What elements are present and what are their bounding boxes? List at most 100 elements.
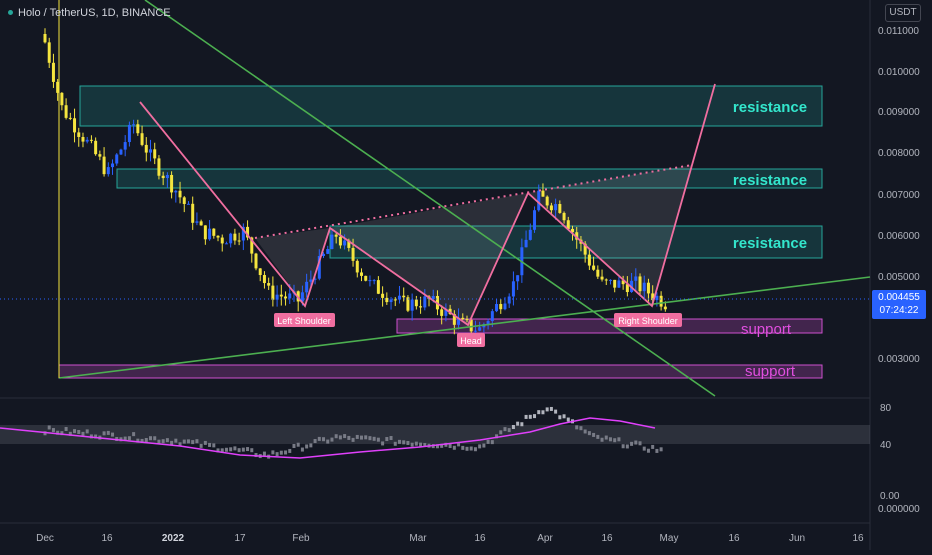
oscillator-bar <box>642 446 646 451</box>
oscillator-bar <box>296 442 300 447</box>
candle-body <box>528 229 532 240</box>
oscillator-bar <box>465 446 469 451</box>
ascending-trendline[interactable] <box>58 276 871 379</box>
time-tick: 16 <box>852 533 864 544</box>
oscillator-bar <box>224 447 228 452</box>
resistance-label-1: resistance <box>733 99 807 116</box>
right-shoulder-tag <box>614 313 682 327</box>
oscillator-bar <box>461 445 465 450</box>
neckline-dotted[interactable] <box>254 164 693 239</box>
oscillator-bar <box>444 442 448 447</box>
candle-body <box>127 124 131 143</box>
candle-body <box>524 239 528 248</box>
candle-body <box>132 124 136 126</box>
candle-body <box>94 140 98 155</box>
price-axis[interactable]: 0.011000 0.010000 0.009000 0.008000 0.00… <box>878 26 920 365</box>
oscillator-bar <box>511 424 515 429</box>
oscillator-bar <box>376 437 380 442</box>
resistance-label-2: resistance <box>733 172 807 189</box>
candle-body <box>638 276 642 292</box>
candle-body <box>351 247 355 261</box>
candle-body <box>621 280 625 285</box>
candle-body <box>279 294 283 297</box>
candle-body <box>250 237 254 254</box>
oscillator-bar <box>153 436 157 441</box>
oscillator-bar <box>592 432 596 437</box>
candle-body <box>347 240 351 248</box>
candle-body <box>144 144 148 153</box>
resistance-zone-2[interactable] <box>116 168 823 189</box>
oscillator-bar <box>659 447 663 452</box>
oscillator-bar <box>440 443 444 448</box>
oscillator-bar <box>617 437 621 442</box>
candle-body <box>406 297 410 311</box>
oscillator-bar <box>537 410 541 415</box>
resistance-zone-3[interactable] <box>329 225 823 259</box>
price-tick: 0.010000 <box>878 67 920 78</box>
candle-body <box>199 221 203 226</box>
oscillator-bar <box>355 434 359 439</box>
oscillator-bar <box>393 441 397 446</box>
candle-body <box>111 163 115 168</box>
candle-body <box>419 306 423 308</box>
pattern-line[interactable] <box>139 83 716 327</box>
candle-body <box>89 139 93 141</box>
symbol-header[interactable]: Holo / TetherUS, 1D, BINANCE <box>8 7 171 19</box>
oscillator-bar <box>372 436 376 441</box>
candle-body <box>389 299 393 303</box>
oscillator-bar <box>313 439 317 444</box>
oscillator-bar <box>305 444 309 449</box>
support-zone-2[interactable] <box>58 364 823 379</box>
time-axis[interactable]: Dec 16 2022 17 Feb Mar 16 Apr 16 May 16 … <box>36 533 864 544</box>
oscillator-bar <box>558 415 562 420</box>
oscillator-bar <box>473 447 477 452</box>
time-tick: Jun <box>789 533 805 544</box>
indicator-band <box>0 425 870 444</box>
oscillator-bar <box>271 450 275 455</box>
oscillator-bar <box>165 438 169 443</box>
oscillator-bar <box>144 438 148 443</box>
candle-body <box>423 296 427 308</box>
time-tick: 16 <box>101 533 113 544</box>
candle-body <box>414 299 418 307</box>
oscillator-bar <box>161 439 165 444</box>
candle-body <box>203 225 207 240</box>
oscillator-bar <box>655 448 659 453</box>
oscillator-bar <box>503 427 507 432</box>
oscillator-bar <box>351 437 355 442</box>
oscillator-bar <box>549 406 553 411</box>
oscillator-bar <box>81 431 85 436</box>
currency-button[interactable]: USDT <box>885 4 921 22</box>
indicator-zero: 0.000000 <box>878 504 920 515</box>
indicator-tick: 40 <box>880 440 892 451</box>
oscillator-bar <box>423 442 427 447</box>
candle-body <box>397 295 401 300</box>
candle-body <box>646 282 650 294</box>
candle-body <box>545 196 549 206</box>
oscillator-bar <box>583 429 587 434</box>
resistance-zone-1[interactable] <box>79 85 823 127</box>
candle-body <box>258 268 262 276</box>
candle-body <box>275 294 279 300</box>
candle-body <box>334 234 338 237</box>
candle-body <box>634 276 638 281</box>
candle-body <box>465 319 469 321</box>
candle-body <box>587 254 591 266</box>
candle-body <box>368 280 372 282</box>
oscillator-bar <box>237 448 241 453</box>
oscillator-bar <box>334 434 338 439</box>
oscillator-bar <box>604 435 608 440</box>
descending-trendline[interactable] <box>144 0 716 397</box>
oscillator-bar <box>330 437 334 442</box>
oscillator-bar <box>60 431 64 436</box>
price-tick: 0.006000 <box>878 231 920 242</box>
oscillator-bar <box>229 447 233 452</box>
oscillator-bar <box>385 437 389 442</box>
right-shoulder-triangle <box>528 165 692 306</box>
candle-body <box>393 299 397 301</box>
candle-body <box>305 281 309 293</box>
candle-body <box>81 136 85 142</box>
price-tick: 0.007000 <box>878 190 920 201</box>
candle-body <box>562 212 566 221</box>
